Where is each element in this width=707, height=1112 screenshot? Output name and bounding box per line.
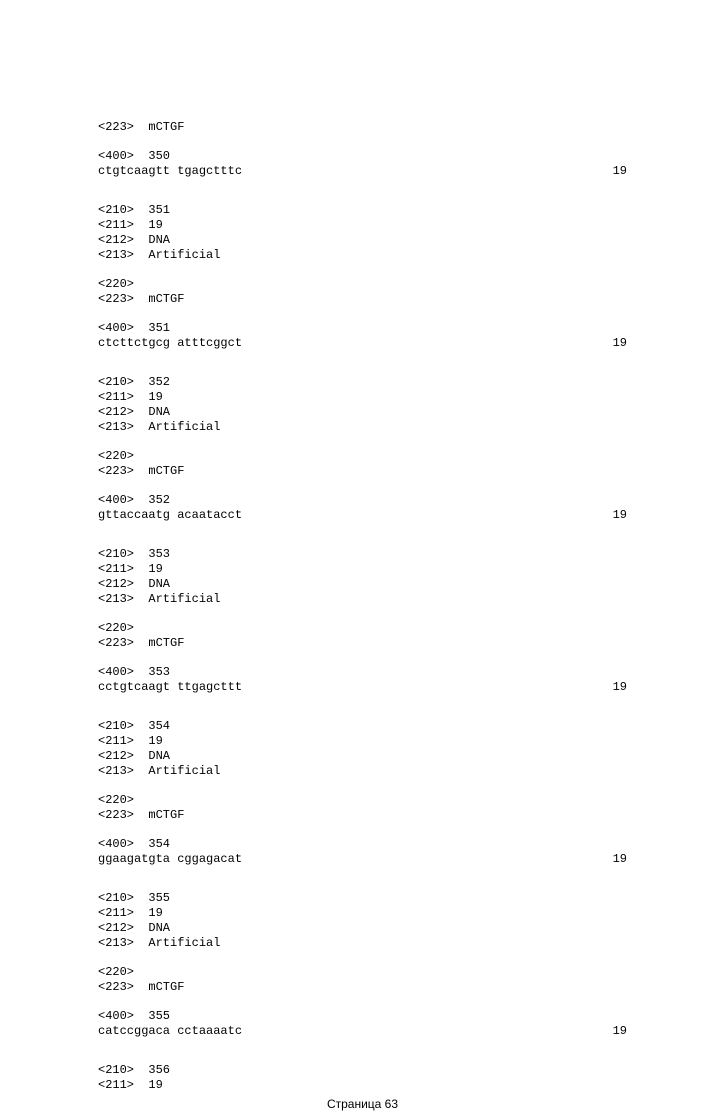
sequence-row: ctcttctgcg atttcggct 19	[98, 336, 627, 351]
tag-210: <210> 353	[98, 547, 627, 562]
sequence-row: catccggaca cctaaaatc 19	[98, 1024, 627, 1039]
page-footer: Страница 63	[98, 1097, 627, 1112]
tag-211: <211> 19	[98, 218, 627, 233]
tag-400: <400> 355	[98, 1009, 627, 1024]
seq-entry: <400> 350 ctgtcaagtt tgagctttc 19	[98, 149, 627, 179]
sequence: ggaagatgta cggagacat	[98, 852, 242, 867]
tag-211: <211> 19	[98, 906, 627, 921]
sequence-length: 19	[613, 164, 627, 179]
sequence: catccggaca cctaaaatc	[98, 1024, 242, 1039]
tag-220: <220>	[98, 449, 627, 464]
tag-213: <213> Artificial	[98, 764, 627, 779]
tag-212: <212> DNA	[98, 749, 627, 764]
tag-210: <210> 352	[98, 375, 627, 390]
sequence: cctgtcaagt ttgagcttt	[98, 680, 242, 695]
seq-entry: <210> 351 <211> 19 <212> DNA <213> Artif…	[98, 203, 627, 263]
tag-211: <211> 19	[98, 1078, 627, 1093]
tag-220: <220>	[98, 965, 627, 980]
seq-entry: <223> mCTGF	[98, 120, 627, 135]
tag-213: <213> Artificial	[98, 420, 627, 435]
seq-entry: <400> 351 ctcttctgcg atttcggct 19	[98, 321, 627, 351]
tag-220: <220>	[98, 277, 627, 292]
tag-211: <211> 19	[98, 562, 627, 577]
seq-entry: <210> 352 <211> 19 <212> DNA <213> Artif…	[98, 375, 627, 435]
sequence: gttaccaatg acaatacct	[98, 508, 242, 523]
tag-400: <400> 352	[98, 493, 627, 508]
tag-220: <220>	[98, 621, 627, 636]
tag-212: <212> DNA	[98, 405, 627, 420]
sequence-length: 19	[613, 852, 627, 867]
sequence-length: 19	[613, 508, 627, 523]
tag-210: <210> 356	[98, 1063, 627, 1078]
seq-entry: <400> 354 ggaagatgta cggagacat 19	[98, 837, 627, 867]
tag-211: <211> 19	[98, 390, 627, 405]
seq-entry: <400> 353 cctgtcaagt ttgagcttt 19	[98, 665, 627, 695]
seq-entry: <220> <223> mCTGF	[98, 965, 627, 995]
seq-entry: <400> 355 catccggaca cctaaaatc 19	[98, 1009, 627, 1039]
seq-entry: <210> 355 <211> 19 <212> DNA <213> Artif…	[98, 891, 627, 951]
seq-entry: <400> 352 gttaccaatg acaatacct 19	[98, 493, 627, 523]
page: <223> mCTGF <400> 350 ctgtcaagtt tgagctt…	[0, 0, 707, 1000]
tag-400: <400> 354	[98, 837, 627, 852]
tag-212: <212> DNA	[98, 921, 627, 936]
tag-400: <400> 350	[98, 149, 627, 164]
sequence-length: 19	[613, 1024, 627, 1039]
sequence-length: 19	[613, 336, 627, 351]
tag-400: <400> 353	[98, 665, 627, 680]
seq-entry: <220> <223> mCTGF	[98, 621, 627, 651]
tag-223: <223> mCTGF	[98, 636, 627, 651]
tag-223: <223> mCTGF	[98, 808, 627, 823]
tag-400: <400> 351	[98, 321, 627, 336]
tag-211: <211> 19	[98, 734, 627, 749]
tag-213: <213> Artificial	[98, 248, 627, 263]
sequence-row: ctgtcaagtt tgagctttc 19	[98, 164, 627, 179]
tag-213: <213> Artificial	[98, 936, 627, 951]
sequence-row: gttaccaatg acaatacct 19	[98, 508, 627, 523]
seq-entry: <220> <223> mCTGF	[98, 793, 627, 823]
tag-223: <223> mCTGF	[98, 120, 627, 135]
tag-223: <223> mCTGF	[98, 980, 627, 995]
sequence: ctgtcaagtt tgagctttc	[98, 164, 242, 179]
tag-210: <210> 351	[98, 203, 627, 218]
sequence: ctcttctgcg atttcggct	[98, 336, 242, 351]
tag-223: <223> mCTGF	[98, 464, 627, 479]
tag-212: <212> DNA	[98, 577, 627, 592]
tag-213: <213> Artificial	[98, 592, 627, 607]
tag-220: <220>	[98, 793, 627, 808]
sequence-length: 19	[613, 680, 627, 695]
seq-entry: <210> 353 <211> 19 <212> DNA <213> Artif…	[98, 547, 627, 607]
seq-entry: <210> 354 <211> 19 <212> DNA <213> Artif…	[98, 719, 627, 779]
seq-entry: <220> <223> mCTGF	[98, 449, 627, 479]
sequence-row: ggaagatgta cggagacat 19	[98, 852, 627, 867]
tag-210: <210> 355	[98, 891, 627, 906]
seq-entry: <220> <223> mCTGF	[98, 277, 627, 307]
seq-entry: <210> 356 <211> 19	[98, 1063, 627, 1093]
sequence-row: cctgtcaagt ttgagcttt 19	[98, 680, 627, 695]
tag-210: <210> 354	[98, 719, 627, 734]
tag-223: <223> mCTGF	[98, 292, 627, 307]
tag-212: <212> DNA	[98, 233, 627, 248]
